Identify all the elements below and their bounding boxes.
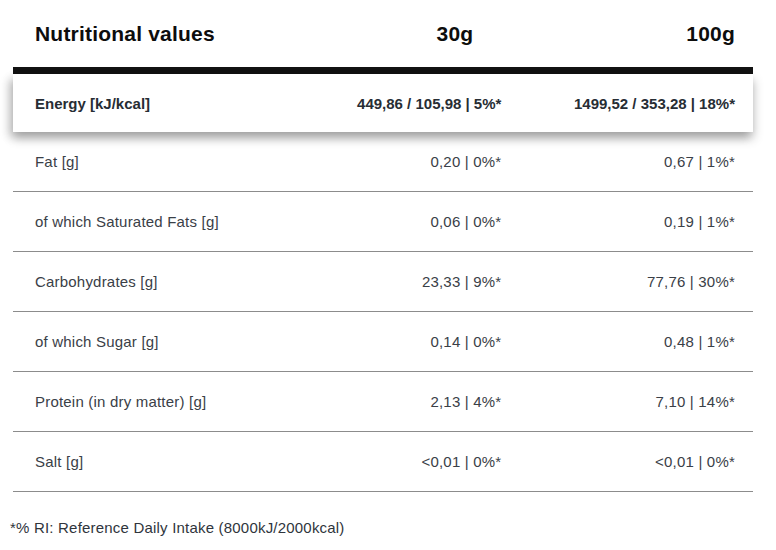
row-value-100g: <0,01 | 0%* [501,453,753,470]
table-row-sugar: of which Sugar [g] 0,14 | 0%* 0,48 | 1%* [13,312,753,372]
row-value-30g: 23,33 | 9%* [353,273,501,290]
row-value-100g: 77,76 | 30%* [501,273,753,290]
nutrition-facts-panel: { "header": { "title": "Nutritional valu… [0,0,776,550]
row-value-30g: 0,20 | 0%* [353,153,501,170]
header-nutritional-values: Nutritional values [13,22,353,46]
energy-label: Energy [kJ/kcal] [13,95,353,112]
header-divider-bar [13,67,753,74]
row-value-30g: 2,13 | 4%* [353,393,501,410]
table-row-saturated-fats: of which Saturated Fats [g] 0,06 | 0%* 0… [13,192,753,252]
table-row-salt: Salt [g] <0,01 | 0%* <0,01 | 0%* [13,432,753,492]
row-label: Carbohydrates [g] [13,273,353,290]
row-value-30g: 0,06 | 0%* [353,213,501,230]
row-value-30g: <0,01 | 0%* [353,453,501,470]
row-value-100g: 0,67 | 1%* [501,153,753,170]
row-value-100g: 0,48 | 1%* [501,333,753,350]
row-label: of which Sugar [g] [13,333,353,350]
row-label: of which Saturated Fats [g] [13,213,353,230]
table-header: Nutritional values 30g 100g [13,22,753,46]
row-label: Fat [g] [13,153,353,170]
energy-value-100g: 1499,52 / 353,28 | 18%* [501,95,753,112]
row-label: Salt [g] [13,453,353,470]
energy-value-30g: 449,86 / 105,98 | 5%* [353,95,501,112]
nutrient-rows: Fat [g] 0,20 | 0%* 0,67 | 1%* of which S… [13,132,753,492]
energy-row: Energy [kJ/kcal] 449,86 / 105,98 | 5%* 1… [13,74,753,132]
row-value-30g: 0,14 | 0%* [353,333,501,350]
table-row-fat: Fat [g] 0,20 | 0%* 0,67 | 1%* [13,132,753,192]
row-value-100g: 0,19 | 1%* [501,213,753,230]
row-value-100g: 7,10 | 14%* [501,393,753,410]
header-30g: 30g [353,22,501,46]
table-row-carbohydrates: Carbohydrates [g] 23,33 | 9%* 77,76 | 30… [13,252,753,312]
header-100g: 100g [501,22,753,46]
table-row-protein: Protein (in dry matter) [g] 2,13 | 4%* 7… [13,372,753,432]
reference-intake-footnote: *% RI: Reference Daily Intake (8000kJ/20… [10,519,753,536]
row-label: Protein (in dry matter) [g] [13,393,353,410]
